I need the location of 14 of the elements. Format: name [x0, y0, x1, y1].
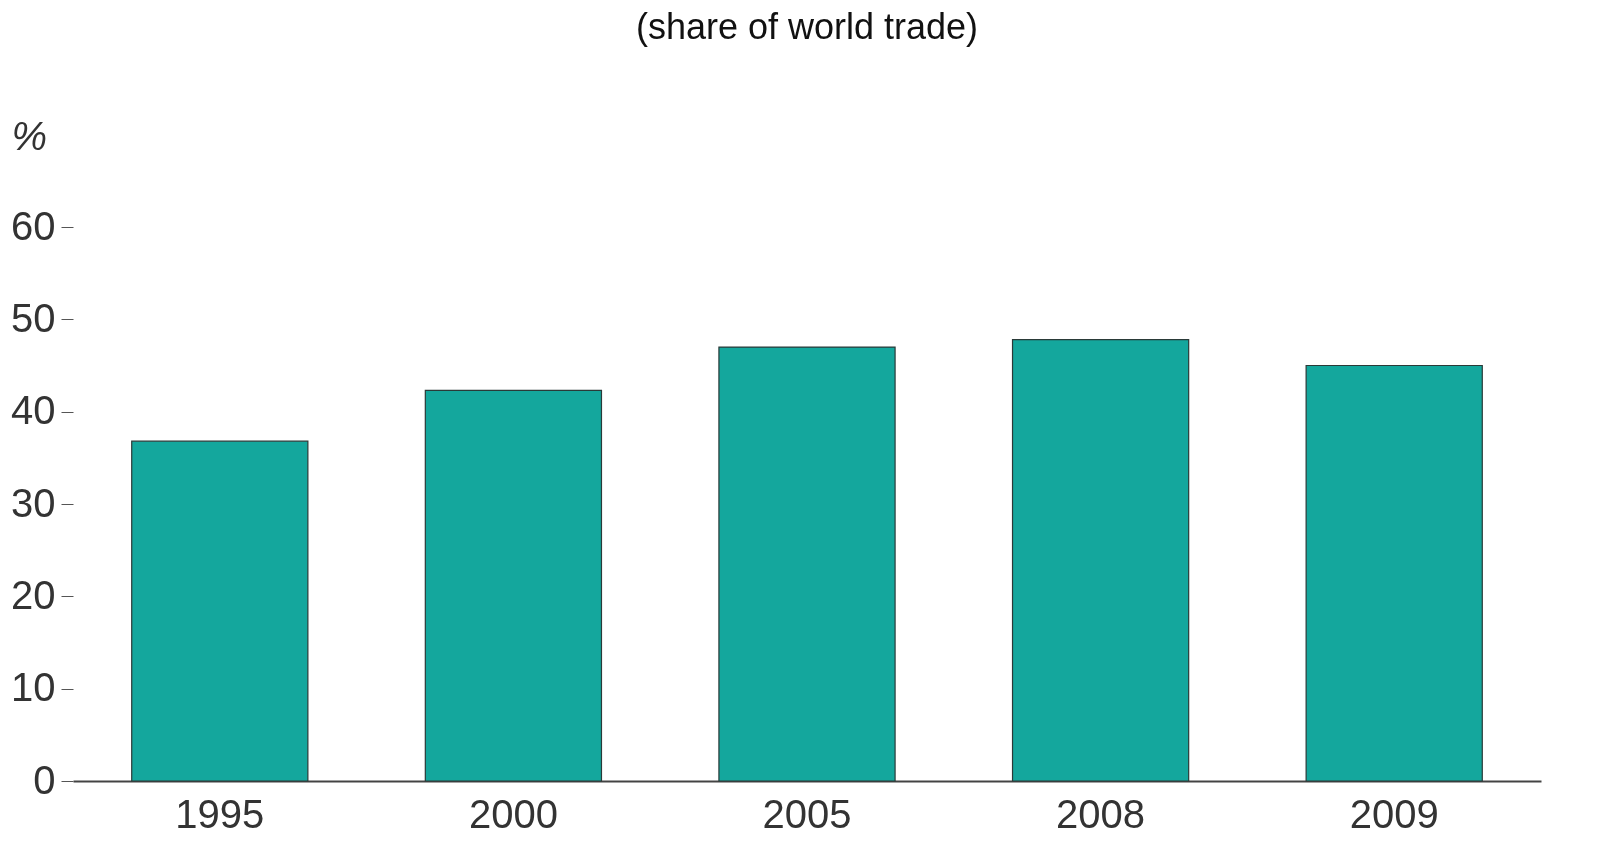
- x-tick-label: 2008: [1056, 791, 1146, 836]
- y-tick-label: 60: [11, 203, 56, 248]
- y-tick-label: 10: [11, 665, 56, 710]
- x-tick-label: 1995: [175, 791, 265, 836]
- x-tick-label: 2009: [1349, 791, 1439, 836]
- x-tick-label: 2000: [468, 791, 558, 836]
- chart-title: (share of world trade): [635, 6, 979, 47]
- y-tick-label: 20: [11, 572, 56, 617]
- x-tick-label: 2005: [762, 791, 852, 836]
- y-tick-label: 30: [11, 480, 56, 525]
- y-tick-label: 50: [11, 295, 56, 340]
- y-tick-label: 0: [33, 757, 56, 802]
- y-tick-label: 40: [11, 388, 56, 433]
- y-axis-title: %: [11, 113, 48, 158]
